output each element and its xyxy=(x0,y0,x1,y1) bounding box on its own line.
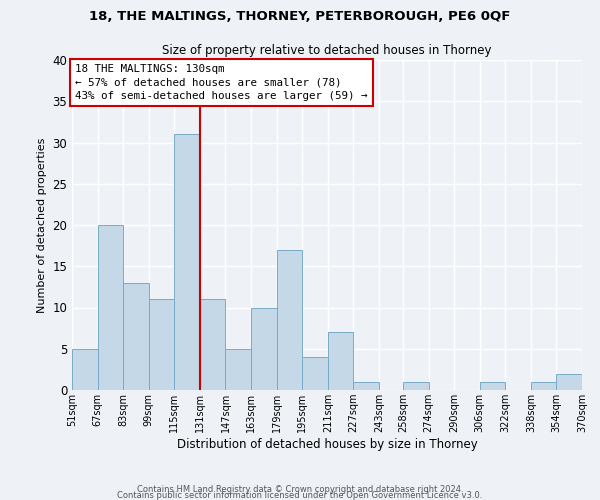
Bar xyxy=(98,225,123,390)
Bar xyxy=(403,382,428,390)
Text: Contains public sector information licensed under the Open Government Licence v3: Contains public sector information licen… xyxy=(118,490,482,500)
Bar xyxy=(277,250,302,390)
Bar xyxy=(353,382,379,390)
Bar xyxy=(226,349,251,390)
Bar xyxy=(200,299,226,390)
Title: Size of property relative to detached houses in Thorney: Size of property relative to detached ho… xyxy=(162,44,492,58)
Bar xyxy=(302,357,328,390)
Bar xyxy=(556,374,582,390)
Bar xyxy=(72,349,98,390)
Bar xyxy=(251,308,277,390)
Text: 18, THE MALTINGS, THORNEY, PETERBOROUGH, PE6 0QF: 18, THE MALTINGS, THORNEY, PETERBOROUGH,… xyxy=(89,10,511,23)
Text: 18 THE MALTINGS: 130sqm
← 57% of detached houses are smaller (78)
43% of semi-de: 18 THE MALTINGS: 130sqm ← 57% of detache… xyxy=(75,64,368,100)
Bar xyxy=(531,382,556,390)
Bar xyxy=(149,299,175,390)
Text: Contains HM Land Registry data © Crown copyright and database right 2024.: Contains HM Land Registry data © Crown c… xyxy=(137,484,463,494)
Y-axis label: Number of detached properties: Number of detached properties xyxy=(37,138,47,312)
X-axis label: Distribution of detached houses by size in Thorney: Distribution of detached houses by size … xyxy=(176,438,478,451)
Bar xyxy=(123,283,149,390)
Bar xyxy=(328,332,353,390)
Bar xyxy=(479,382,505,390)
Bar xyxy=(175,134,200,390)
